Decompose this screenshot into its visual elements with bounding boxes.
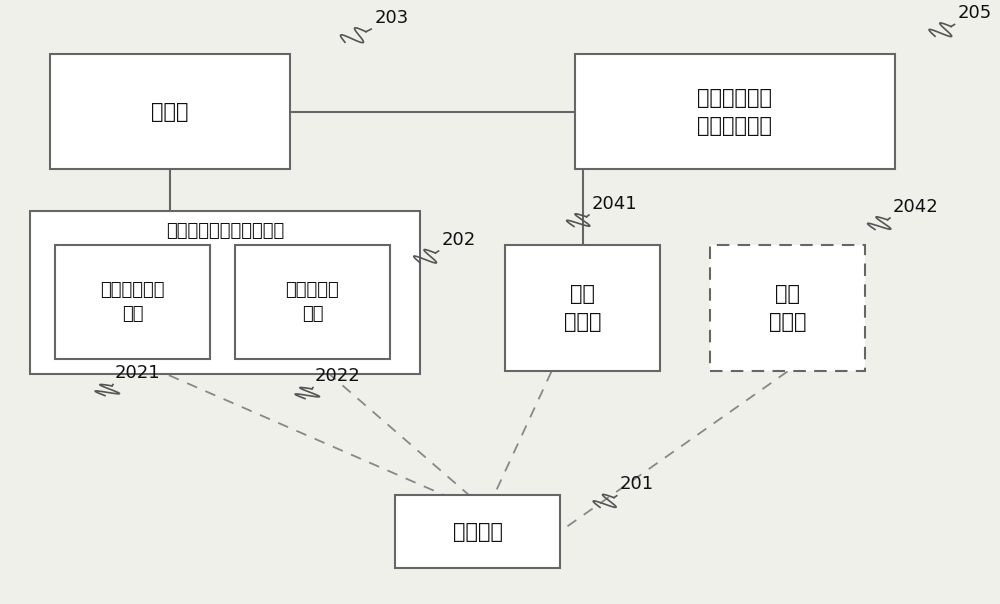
Bar: [235, 245, 390, 359]
Text: 2021: 2021: [115, 364, 161, 382]
Text: 蜂窝通信系统
更上层的部分: 蜂窝通信系统 更上层的部分: [698, 88, 772, 136]
Text: 2042: 2042: [893, 198, 939, 216]
Bar: [50, 54, 290, 169]
Text: 2022: 2022: [315, 367, 361, 385]
Bar: [395, 495, 560, 568]
Bar: [55, 245, 210, 359]
Bar: [30, 211, 420, 374]
Bar: [505, 245, 660, 371]
Text: 蜂窝
基站一: 蜂窝 基站一: [564, 284, 601, 332]
Text: 205: 205: [958, 4, 992, 22]
Text: 203: 203: [375, 9, 409, 27]
Text: 无线局域网的网络接入点: 无线局域网的网络接入点: [166, 222, 284, 240]
Bar: [575, 54, 895, 169]
Text: 蜂窝网终端
模块: 蜂窝网终端 模块: [286, 280, 339, 324]
Text: 202: 202: [442, 231, 476, 249]
Text: 互联网: 互联网: [151, 101, 189, 122]
Bar: [710, 245, 865, 371]
Text: 201: 201: [620, 475, 654, 493]
Text: 蜂窝
基站二: 蜂窝 基站二: [769, 284, 806, 332]
Text: 2041: 2041: [592, 194, 638, 213]
Text: 原网络接入点
模块: 原网络接入点 模块: [100, 280, 165, 324]
Text: 双模终端: 双模终端: [453, 521, 503, 542]
